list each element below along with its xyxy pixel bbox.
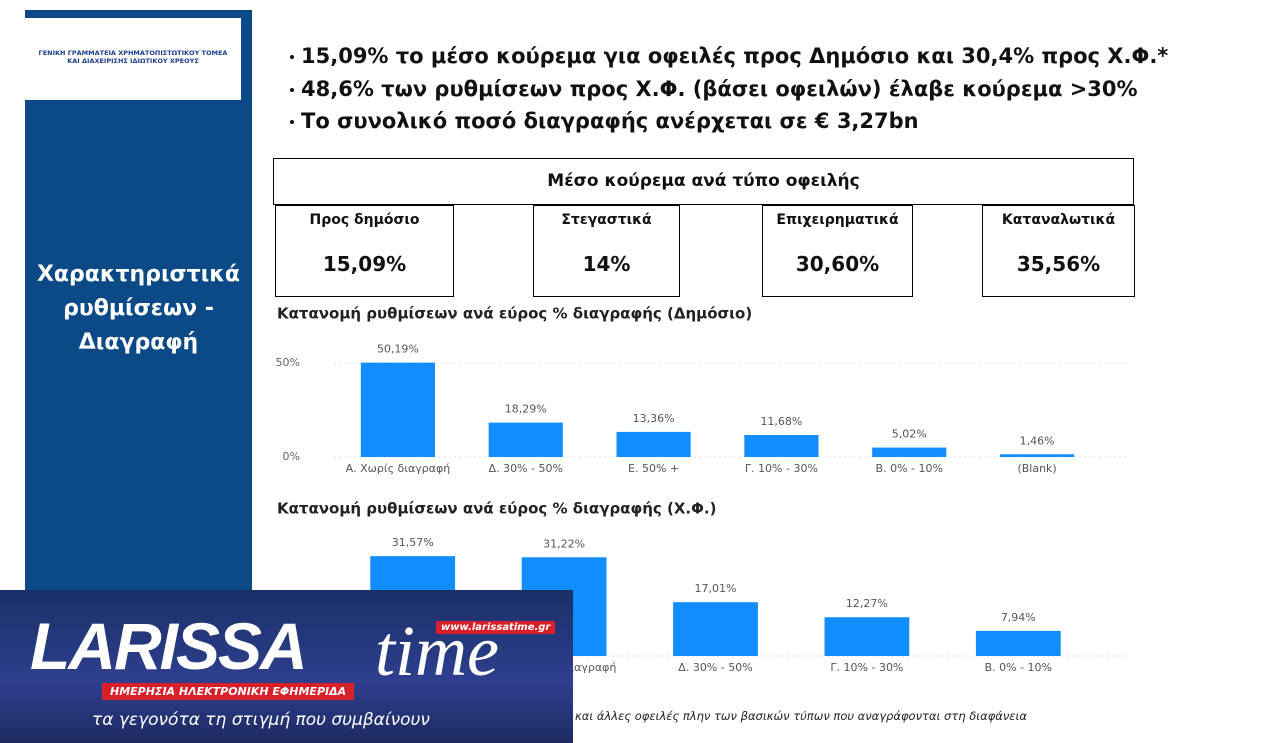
x-tick-label: Β. 0% - 10% [985, 661, 1052, 674]
x-tick-label: Γ. 10% - 30% [830, 661, 903, 674]
chart-title: Κατανομή ρυθμίσεων ανά εύρος % διαγραφής… [277, 305, 752, 323]
bullet: 48,6% των ρυθμίσεων προς Χ.Φ. (βάσει οφε… [290, 77, 1138, 101]
bullet: Το συνολικό ποσό διαγραφής ανέρχεται σε … [290, 109, 919, 133]
value-label: 5,02% [892, 428, 927, 441]
bar [488, 422, 563, 457]
cell-value: 30,60% [795, 252, 880, 276]
bar [744, 435, 819, 457]
brand: LARISSA [30, 609, 308, 683]
table-title: Μέσο κούρεμα ανά τύπο οφειλής [273, 158, 1134, 205]
bar [360, 362, 435, 457]
y-tick-label: 50% [276, 356, 300, 369]
bar [1000, 454, 1075, 457]
table-cell: Προς δημόσιο 15,09% [275, 205, 454, 297]
value-label: 1,46% [1020, 434, 1055, 447]
cell-label: Επιχειρηματικά [776, 212, 899, 228]
value-label: 50,19% [377, 343, 419, 356]
x-tick-label: (Blank) [1017, 462, 1056, 475]
logo-line: ΚΑΙ ΔΙΑΧΕΙΡΙΣΗΣ ΙΔΙΩΤΙΚΟΥ ΧΡΕΟΥΣ [67, 57, 199, 65]
value-label: 11,68% [760, 415, 802, 428]
x-tick-label: Δ. 30% - 50% [678, 661, 752, 674]
bar [975, 630, 1061, 656]
value-label: 17,01% [695, 582, 737, 595]
banner: ΗΜΕΡΗΣΙΑ ΗΛΕΚΤΡΟΝΙΚΗ ΕΦΗΜΕΡΙΔΑ [102, 683, 355, 700]
value-label: 31,57% [392, 536, 434, 549]
value-label: 12,27% [846, 597, 888, 610]
x-tick-label: Β. 0% - 10% [876, 462, 943, 475]
cell-value: 14% [582, 252, 631, 276]
cell-label: Προς δημόσιο [309, 212, 420, 228]
bullet: 15,09% το μέσο κούρεμα για οφειλές προς … [290, 44, 1168, 68]
chart-title: Κατανομή ρυθμίσεων ανά εύρος % διαγραφής… [277, 500, 716, 518]
value-label: 7,94% [1001, 611, 1036, 624]
footnote: και άλλες οφειλές πλην των βασικών τύπων… [575, 709, 1027, 723]
bar [872, 447, 947, 457]
cell-label: Καταναλωτικά [1001, 212, 1116, 228]
table-cell: Επιχειρηματικά 30,60% [762, 205, 913, 297]
bar [673, 602, 758, 656]
x-tick-label: Γ. 10% - 30% [745, 462, 818, 475]
x-tick-label: Α. Χωρίς διαγραφή [346, 462, 451, 475]
bar [824, 617, 910, 656]
table-cell: Καταναλωτικά 35,56% [982, 205, 1135, 297]
value-label: 13,36% [633, 412, 675, 425]
y-tick-label: 0% [283, 450, 300, 463]
value-label: 31,22% [543, 537, 585, 550]
bar [616, 431, 691, 457]
sidebar-title: Χαρακτηριστικά ρυθμίσεων - Διαγραφή [36, 262, 241, 355]
logo-line: ΓΕΝΙΚΗ ΓΡΑΜΜΑΤΕΙΑ ΧΡΗΜΑΤΟΠΙΣΤΩΤΙΚΟΥ ΤΟΜΕ… [38, 49, 228, 57]
cell-label: Στεγαστικά [561, 212, 652, 228]
cell-value: 15,09% [322, 252, 407, 276]
x-tick-label: Δ. 30% - 50% [489, 462, 563, 475]
slogan: τα γεγονότα τη στιγμή που συμβαίνουν [92, 710, 430, 730]
url: www.larissatime.gr [436, 621, 556, 634]
table-cell: Στεγαστικά 14% [533, 205, 680, 297]
cell-value: 35,56% [1016, 252, 1101, 276]
logo: ΓΕΝΙΚΗ ΓΡΑΜΜΑΤΕΙΑ ΧΡΗΜΑΤΟΠΙΣΤΩΤΙΚΟΥ ΤΟΜΕ… [25, 18, 241, 100]
value-label: 18,29% [505, 403, 547, 416]
x-tick-label: Ε. 50% + [628, 462, 679, 475]
larissatime-banner: LARISSA time www.larissatime.gr ΗΜΕΡΗΣΙΑ… [0, 590, 573, 743]
